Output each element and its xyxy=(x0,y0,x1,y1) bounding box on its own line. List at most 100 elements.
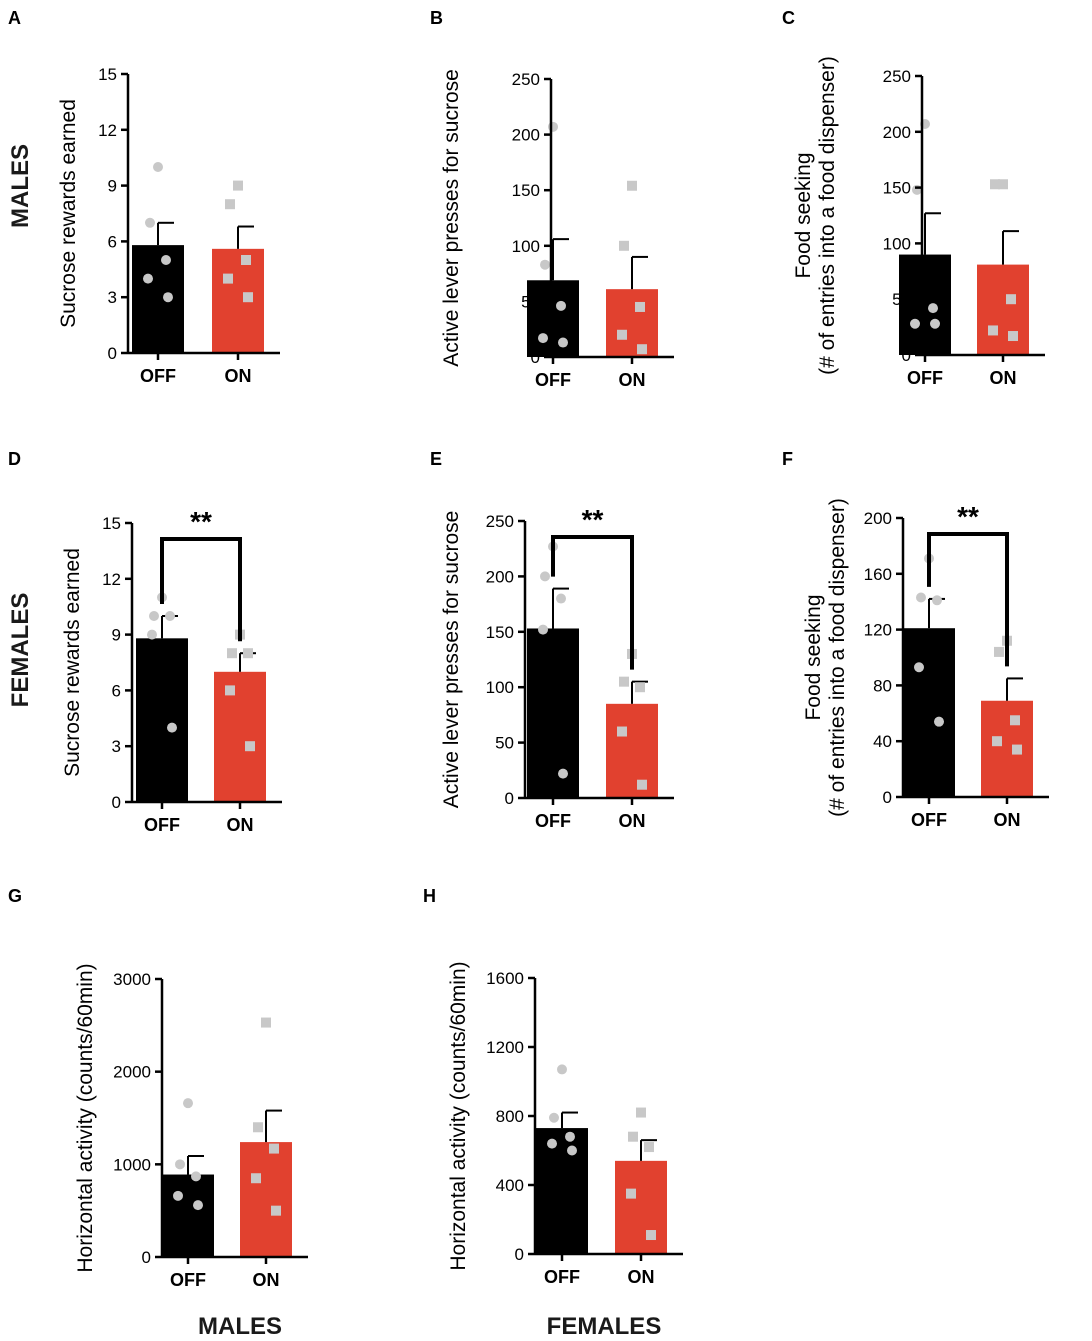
data-point-off xyxy=(538,624,548,635)
data-point-off xyxy=(161,255,171,265)
y-tick-label: 0 xyxy=(515,1245,524,1264)
x-category-label-off: OFF xyxy=(170,1270,206,1290)
y-axis-label-line: Sucrose rewards earned xyxy=(61,548,84,777)
y-tick-label: 250 xyxy=(883,67,911,86)
y-axis-label-line: Horizontal activity (counts/60min) xyxy=(74,963,97,1272)
y-tick-label: 100 xyxy=(486,678,514,697)
data-point-on xyxy=(253,1122,263,1133)
data-point-off xyxy=(538,333,548,344)
panel-d: D Sucrose rewards earned 0 3 6 9 12 15 OFF ON ** xyxy=(8,449,282,835)
y-tick-label: 3000 xyxy=(113,970,151,989)
y-tick-label: 150 xyxy=(883,179,911,198)
data-point-on xyxy=(994,646,1004,657)
panel-letter: D xyxy=(8,449,21,469)
y-axis-label: Active lever presses for sucrose xyxy=(440,69,463,367)
x-category-label-off: OFF xyxy=(144,815,180,835)
y-tick-label: 1000 xyxy=(113,1155,151,1174)
y-tick-label: 3 xyxy=(108,288,117,307)
data-point-on xyxy=(241,255,251,265)
y-tick-label: 2000 xyxy=(113,1063,151,1082)
y-tick-label: 15 xyxy=(98,65,117,84)
bar-on xyxy=(606,703,658,798)
bar-on xyxy=(214,671,266,802)
data-point-off xyxy=(932,595,942,606)
data-point-on xyxy=(637,344,647,355)
y-tick-label: 1600 xyxy=(486,969,524,988)
data-point-on xyxy=(1006,294,1016,305)
y-tick-label: 0 xyxy=(531,348,540,367)
y-axis-label-line: (# of entries into a food dispenser) xyxy=(816,56,839,375)
y-tick-label: 1200 xyxy=(486,1038,524,1057)
y-axis-label-line: (# of entries into a food dispenser) xyxy=(826,498,849,817)
panel-letter: G xyxy=(8,886,22,906)
data-point-on xyxy=(626,1188,636,1199)
data-point-on xyxy=(225,685,235,696)
chart-title: MALES xyxy=(198,1313,282,1340)
data-point-off xyxy=(145,217,155,228)
y-tick-label: 80 xyxy=(873,676,892,695)
bar-on xyxy=(977,264,1029,355)
y-axis-label-line: Horizontal activity (counts/60min) xyxy=(447,961,470,1270)
panel-letter: B xyxy=(430,8,443,28)
data-point-off xyxy=(547,1138,557,1149)
data-point-off xyxy=(143,273,153,284)
y-tick-label: 50 xyxy=(892,290,911,309)
data-point-on xyxy=(619,240,629,251)
data-point-on xyxy=(251,1173,261,1184)
panel-c: C Food seeking(# of entries into a food d… xyxy=(782,8,1045,388)
y-tick-label: 250 xyxy=(486,512,514,531)
panel-g: G Horizontal activity (counts/60min) 0 1000… xyxy=(8,886,308,1340)
y-tick-label: 120 xyxy=(864,621,892,640)
data-point-off xyxy=(165,611,175,621)
y-tick-label: 0 xyxy=(505,789,514,808)
data-point-on xyxy=(243,648,253,659)
y-tick-label: 9 xyxy=(108,177,117,196)
data-point-on xyxy=(223,273,233,284)
y-tick-label: 100 xyxy=(883,234,911,253)
row-label-males: MALES xyxy=(7,144,34,228)
y-axis-label: Horizontal activity (counts/60min) xyxy=(447,961,470,1270)
y-tick-label: 250 xyxy=(512,70,540,89)
data-point-on xyxy=(225,199,235,210)
bar-off xyxy=(136,638,188,802)
bar-on xyxy=(606,289,658,357)
x-category-label-off: OFF xyxy=(535,370,571,390)
data-point-on xyxy=(992,736,1002,747)
y-tick-label: 6 xyxy=(112,681,121,700)
bar-on xyxy=(615,1160,667,1254)
bar-off xyxy=(536,1128,588,1254)
y-tick-label: 50 xyxy=(495,734,514,753)
bar-off xyxy=(527,628,579,798)
y-tick-label: 40 xyxy=(873,732,892,751)
significance-bracket xyxy=(160,537,242,642)
significance-bracket xyxy=(551,535,634,670)
data-point-off xyxy=(914,662,924,673)
y-axis-label: Sucrose rewards earned xyxy=(61,548,84,777)
x-category-label-on: ON xyxy=(227,815,254,835)
data-point-off xyxy=(167,722,177,733)
data-point-off xyxy=(549,1112,559,1123)
data-point-on xyxy=(619,676,629,687)
data-point-off xyxy=(912,184,922,195)
data-point-off xyxy=(193,1200,203,1211)
data-point-off xyxy=(928,303,938,314)
y-tick-label: 0 xyxy=(108,344,117,363)
significance-stars: ** xyxy=(582,504,604,535)
x-category-label-off: OFF xyxy=(907,368,943,388)
y-tick-label: 9 xyxy=(112,626,121,645)
data-point-on xyxy=(269,1143,279,1154)
data-point-on xyxy=(635,301,645,312)
y-tick-label: 400 xyxy=(496,1176,524,1195)
data-point-off xyxy=(175,1159,185,1170)
data-point-on xyxy=(233,180,243,191)
y-axis-label-line: Sucrose rewards earned xyxy=(57,99,80,328)
data-point-on xyxy=(1012,744,1022,755)
bar-off xyxy=(527,280,579,357)
data-point-off xyxy=(163,292,173,303)
y-axis-label-line: Active lever presses for sucrose xyxy=(440,511,463,809)
panel-letter: A xyxy=(8,8,21,28)
x-category-label-on: ON xyxy=(628,1267,655,1287)
x-category-label-on: ON xyxy=(990,368,1017,388)
panel-letter: H xyxy=(423,886,436,906)
